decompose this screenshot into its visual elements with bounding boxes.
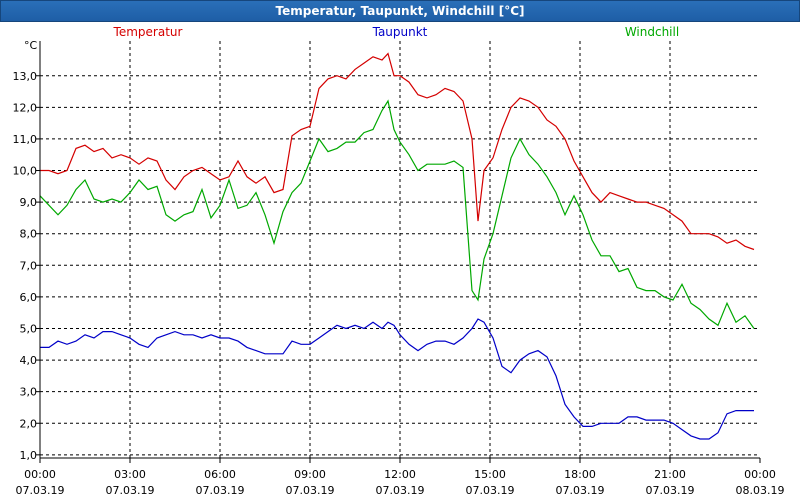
legend-windchill: Windchill bbox=[625, 25, 679, 39]
y-tick-label: 8,0 bbox=[20, 228, 38, 241]
x-tick-date: 07.03.19 bbox=[196, 484, 245, 497]
y-tick-label: 10,0 bbox=[13, 165, 38, 178]
y-tick-label: 12,0 bbox=[13, 101, 38, 114]
y-tick-label: 6,0 bbox=[20, 291, 38, 304]
x-tick-time: 18:00 bbox=[564, 468, 596, 481]
x-tick-date: 07.03.19 bbox=[376, 484, 425, 497]
x-tick-date: 07.03.19 bbox=[16, 484, 65, 497]
x-tick-time: 00:00 bbox=[24, 468, 56, 481]
legend-temperatur: Temperatur bbox=[113, 25, 183, 39]
y-tick-label: 5,0 bbox=[20, 322, 38, 335]
x-tick-time: 00:00 bbox=[744, 468, 776, 481]
x-tick-date: 07.03.19 bbox=[106, 484, 155, 497]
y-tick-label: 1,0 bbox=[20, 449, 38, 462]
plot-background bbox=[40, 41, 760, 458]
y-tick-label: 2,0 bbox=[20, 417, 38, 430]
y-tick-label: 4,0 bbox=[20, 354, 38, 367]
series-line-taupunkt bbox=[40, 318, 754, 440]
series-group bbox=[39, 52, 755, 440]
x-tick-date: 07.03.19 bbox=[556, 484, 605, 497]
legend-taupunkt: Taupunkt bbox=[372, 25, 428, 39]
x-tick-time: 06:00 bbox=[204, 468, 236, 481]
chart-title: Temperatur, Taupunkt, Windchill [°C] bbox=[0, 0, 800, 22]
x-tick-date: 07.03.19 bbox=[286, 484, 335, 497]
y-tick-label: 9,0 bbox=[20, 196, 38, 209]
legend: Temperatur Taupunkt Windchill bbox=[113, 25, 680, 39]
y-tick-label: 13,0 bbox=[13, 70, 38, 83]
series-line-windchill bbox=[39, 99, 755, 329]
x-tick-date: 07.03.19 bbox=[646, 484, 695, 497]
x-tick-time: 12:00 bbox=[384, 468, 416, 481]
grid bbox=[40, 41, 760, 458]
y-tick-label: 3,0 bbox=[20, 386, 38, 399]
y-ticks: 1,0 2,0 3,0 4,0 5,0 6,0 7,0 8,0 9,0 10,0 11,0 12,0 1… bbox=[13, 70, 40, 462]
x-ticks: 00:00 07.03.19 03:00 07.03.19 06:00 07.03.19 0… bbox=[16, 458, 785, 497]
x-tick-time: 09:00 bbox=[294, 468, 326, 481]
chart-area: 1,0 2,0 3,0 4,0 5,0 6,0 7,0 8,0 9,0 10,0 11,0 12,0 1… bbox=[13, 25, 785, 497]
series-line-temperatur bbox=[40, 52, 755, 251]
x-tick-date: 08.03.19 bbox=[736, 484, 785, 497]
y-tick-label: 7,0 bbox=[20, 259, 38, 272]
x-tick-time: 21:00 bbox=[654, 468, 686, 481]
x-tick-time: 15:00 bbox=[474, 468, 506, 481]
x-tick-date: 07.03.19 bbox=[466, 484, 515, 497]
y-tick-label: 11,0 bbox=[13, 133, 38, 146]
x-tick-time: 03:00 bbox=[114, 468, 146, 481]
y-axis-unit: °C bbox=[24, 39, 38, 52]
